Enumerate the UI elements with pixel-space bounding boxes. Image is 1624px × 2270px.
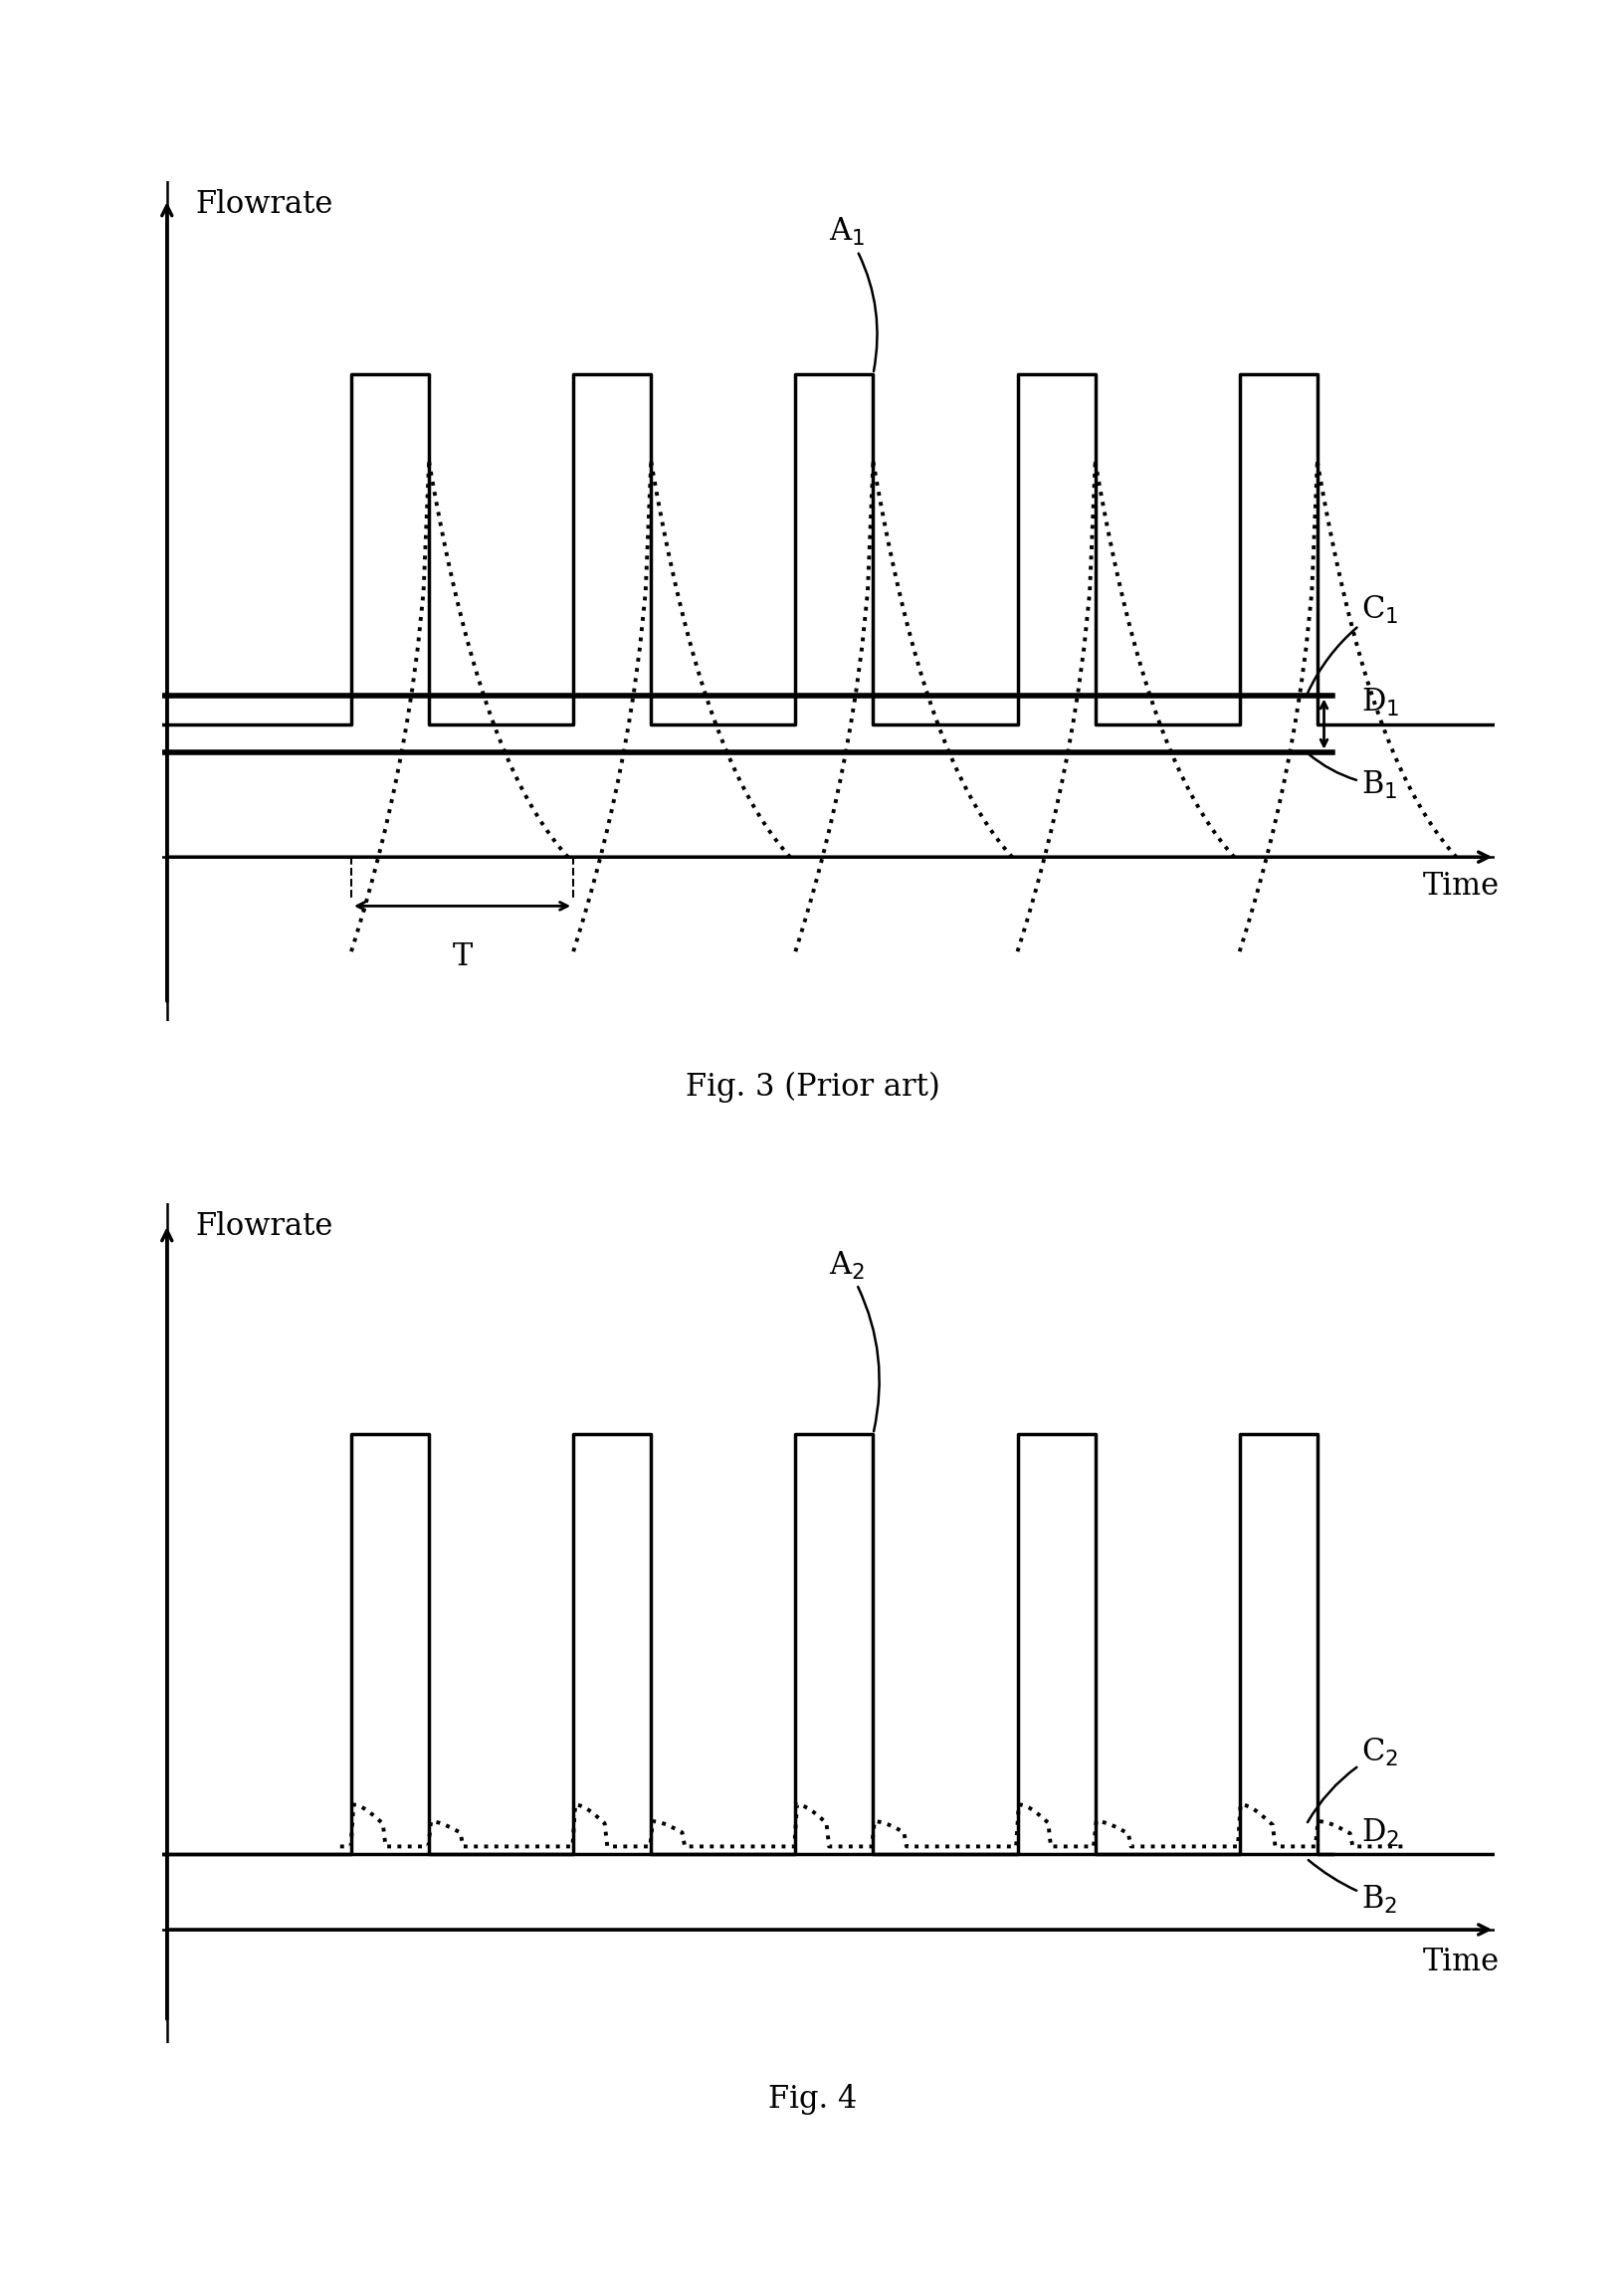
Text: Time: Time [1423,1945,1499,1977]
Text: Time: Time [1423,872,1499,901]
Text: D$_2$: D$_2$ [1361,1816,1398,1850]
Text: B$_2$: B$_2$ [1307,1859,1397,1916]
Text: T: T [451,942,473,972]
Text: Flowrate: Flowrate [197,188,333,220]
Text: Fig. 4: Fig. 4 [768,2084,856,2116]
Text: Flowrate: Flowrate [197,1212,333,1242]
Text: C$_2$: C$_2$ [1307,1737,1398,1823]
Text: A$_2$: A$_2$ [828,1249,879,1432]
Text: A$_1$: A$_1$ [828,216,877,372]
Text: B$_1$: B$_1$ [1307,754,1397,801]
Text: Fig. 3 (Prior art): Fig. 3 (Prior art) [685,1071,939,1103]
Text: D$_1$: D$_1$ [1361,688,1400,720]
Text: C$_1$: C$_1$ [1307,595,1398,695]
